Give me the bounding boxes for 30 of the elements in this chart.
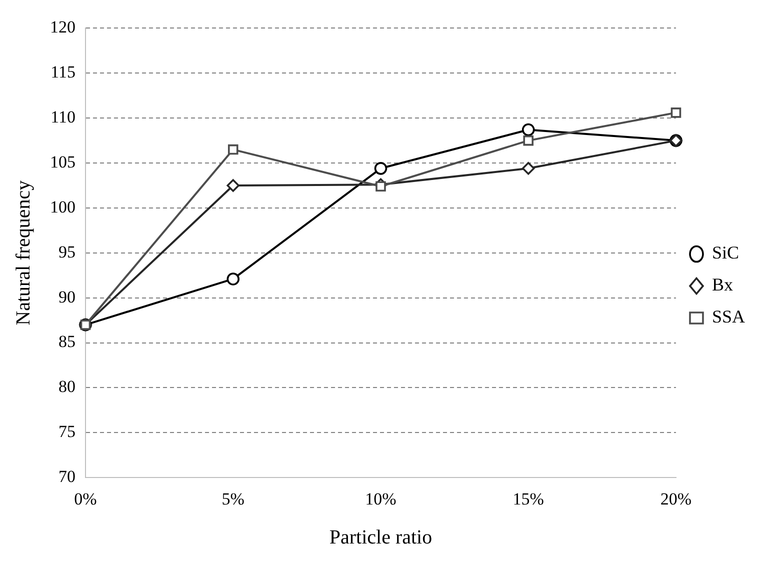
y-tick-label: 100 [50, 197, 76, 216]
x-axis-title: Particle ratio [329, 526, 432, 548]
y-tick-label: 70 [58, 467, 76, 486]
legend-label: SSA [712, 306, 746, 327]
x-tick-label: 5% [222, 489, 244, 508]
point [226, 272, 240, 286]
point [522, 162, 535, 175]
y-tick-label: 90 [58, 287, 76, 306]
point [522, 123, 535, 136]
y-tick-label: 110 [50, 108, 76, 127]
point [523, 135, 534, 146]
y-tick-label: 120 [50, 18, 76, 37]
x-tick-label: 15% [512, 489, 544, 508]
x-tick-label: 10% [365, 489, 396, 508]
point [670, 108, 682, 118]
point [376, 181, 386, 192]
y-tick-label: 80 [58, 377, 76, 396]
point [226, 179, 240, 192]
legend-label: SiC [712, 242, 740, 263]
legend-label: Bx [712, 274, 733, 295]
y-tick-label: 95 [58, 242, 76, 262]
point [228, 144, 238, 155]
point [374, 162, 388, 175]
y-axis-title: Natural frequency [12, 180, 34, 326]
x-tick-label: 0% [74, 489, 97, 508]
y-tick-label: 115 [50, 62, 76, 82]
y-tick-label: 75 [58, 422, 76, 442]
y-tick-label: 85 [58, 332, 76, 352]
y-tick-label: 105 [50, 152, 76, 172]
x-tick-label: 20% [660, 489, 692, 508]
